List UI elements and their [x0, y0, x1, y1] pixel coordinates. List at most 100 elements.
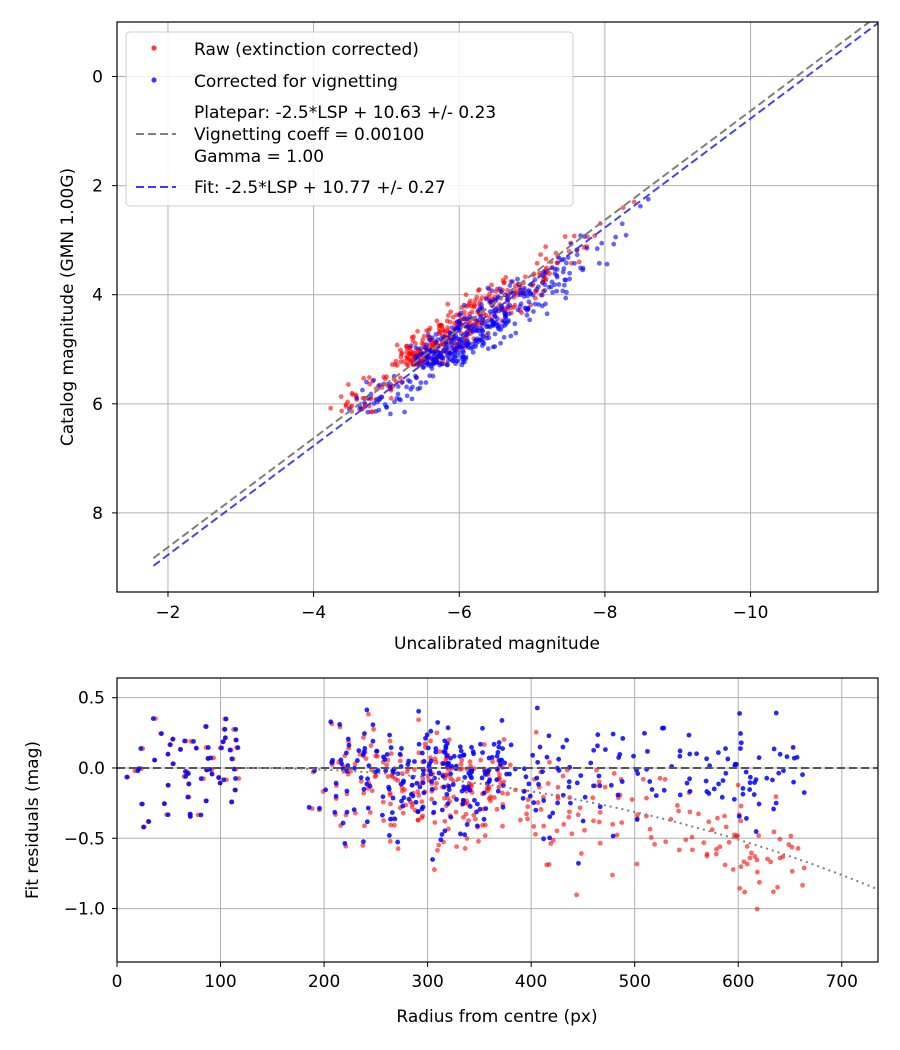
corrected-residual-point	[187, 811, 193, 817]
raw-residual-point	[409, 804, 415, 810]
corrected-residual-point	[235, 745, 241, 751]
corrected-residual-point	[560, 744, 566, 750]
corrected-residual-point	[386, 833, 392, 838]
corrected-residual-point	[462, 774, 468, 780]
bottom-ticks: 0 100 200 300 400 500 600 700 0.5 0.0 −0.5 −1.0	[64, 689, 858, 992]
raw-point	[426, 327, 432, 333]
corrected-residual-point	[361, 839, 366, 845]
raw-point	[445, 301, 451, 307]
corrected-residual-point	[580, 818, 586, 824]
corrected-residual-point	[781, 768, 786, 774]
raw-residual-point	[550, 837, 556, 843]
raw-residual-point	[582, 827, 587, 833]
corrected-point	[415, 386, 421, 392]
raw-residual-point	[640, 776, 646, 782]
corrected-residual-point	[440, 773, 446, 779]
corrected-point	[561, 282, 567, 288]
raw-point	[420, 337, 425, 343]
raw-residual-point	[361, 790, 367, 796]
corrected-residual-point	[170, 736, 176, 742]
corrected-residual-point	[358, 775, 364, 781]
corrected-residual-point	[481, 790, 487, 796]
raw-residual-point	[610, 872, 615, 878]
corrected-residual-point	[715, 750, 721, 756]
raw-residual-point	[723, 824, 729, 830]
corrected-residual-point	[483, 806, 489, 812]
corrected-point	[542, 288, 548, 293]
corrected-point	[404, 393, 410, 399]
corrected-residual-point	[620, 736, 626, 741]
corrected-residual-point	[233, 776, 238, 781]
corrected-point	[498, 340, 503, 346]
corrected-residual-point	[477, 806, 483, 812]
corrected-residual-point	[653, 793, 659, 799]
corrected-point	[417, 362, 422, 368]
bottom-y-tick-label: −1.0	[64, 900, 105, 920]
corrected-residual-point	[332, 809, 338, 815]
corrected-residual-point	[481, 816, 487, 822]
top-y-tick-label: 4	[92, 286, 103, 306]
raw-residual-point	[415, 789, 421, 795]
raw-residual-point	[380, 799, 386, 805]
corrected-point	[549, 279, 555, 285]
raw-residual-point	[236, 776, 242, 781]
raw-residual-point	[481, 742, 487, 747]
corrected-point	[360, 387, 365, 393]
corrected-residual-point	[684, 780, 690, 786]
raw-point	[465, 303, 471, 308]
raw-residual-point	[610, 821, 616, 827]
raw-residual-point	[442, 818, 448, 824]
raw-residual-point	[448, 775, 454, 781]
corrected-residual-point	[536, 781, 541, 787]
corrected-point	[392, 399, 397, 405]
corrected-residual-point	[500, 746, 505, 752]
corrected-point	[395, 391, 401, 397]
raw-point	[338, 394, 344, 399]
raw-residual-point	[747, 855, 753, 861]
raw-residual-point	[737, 885, 743, 891]
corrected-point	[354, 395, 360, 401]
bottom-y-axis-label: Fit residuals (mag)	[23, 741, 43, 899]
corrected-point	[449, 325, 455, 331]
bottom-x-axis-label: Radius from centre (px)	[396, 1007, 597, 1027]
corrected-point	[486, 323, 492, 329]
raw-residual-point	[789, 868, 795, 874]
raw-residual-point	[614, 832, 620, 838]
corrected-residual-point	[222, 735, 228, 741]
corrected-point	[532, 301, 538, 307]
corrected-residual-point	[436, 770, 442, 776]
raw-point	[397, 347, 403, 353]
corrected-point	[543, 301, 548, 307]
corrected-residual-point	[472, 797, 477, 803]
corrected-residual-point	[784, 754, 790, 760]
raw-residual-point	[388, 751, 394, 757]
corrected-residual-point	[556, 768, 562, 773]
corrected-point	[489, 318, 495, 323]
corrected-residual-point	[703, 778, 709, 784]
corrected-residual-point	[541, 836, 547, 842]
corrected-residual-point	[496, 740, 502, 745]
raw-point	[489, 282, 494, 288]
corrected-residual-point	[409, 782, 415, 788]
raw-residual-point	[635, 812, 640, 818]
corrected-point	[399, 379, 405, 385]
corrected-point	[408, 343, 414, 349]
raw-residual-point	[524, 811, 529, 817]
corrected-residual-point	[687, 776, 692, 782]
top-x-axis-label: Uncalibrated magnitude	[394, 634, 600, 654]
raw-point	[442, 330, 448, 335]
raw-residual-point	[687, 809, 693, 815]
corrected-point	[470, 341, 476, 347]
legend-gamma-label: Gamma = 1.00	[194, 147, 324, 167]
raw-residual-point	[773, 794, 779, 800]
corrected-point	[550, 289, 556, 295]
corrected-residual-point	[619, 779, 625, 784]
bottom-x-tick-label: 0	[112, 972, 123, 992]
raw-residual-point	[533, 831, 538, 837]
raw-residual-point	[756, 833, 762, 839]
corrected-point	[479, 328, 485, 333]
raw-residual-point	[714, 846, 719, 852]
raw-residual-point	[545, 781, 551, 786]
raw-residual-point	[738, 803, 744, 809]
corrected-point	[481, 341, 487, 346]
